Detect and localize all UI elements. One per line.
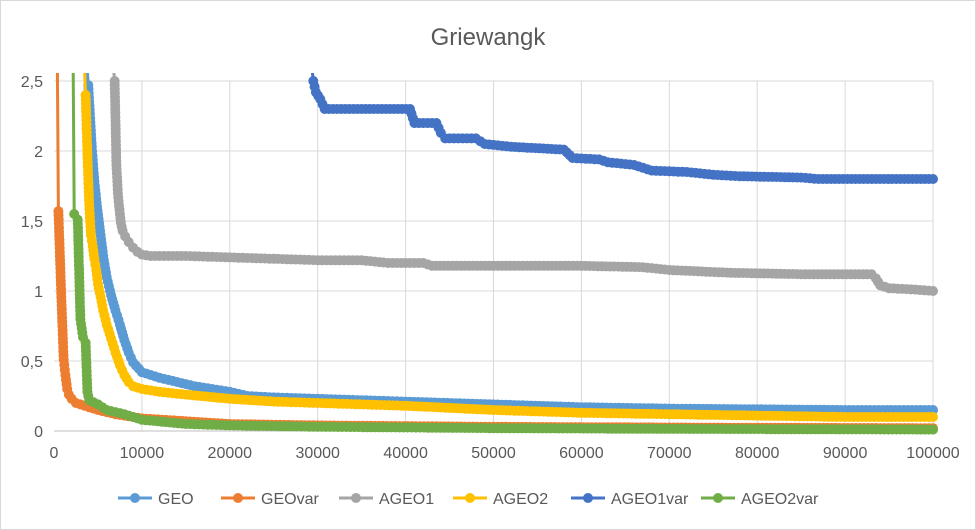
x-tick-label: 60000: [559, 445, 604, 462]
legend-item-ageo1: AGEO1: [339, 491, 434, 508]
legend-item-geo: GEO: [118, 491, 194, 508]
series-ageo1var: [308, 73, 938, 184]
x-tick-label: 70000: [647, 445, 692, 462]
data-point-ageo2var: [928, 424, 938, 435]
chart-title: Griewangk: [431, 24, 547, 51]
x-tick-label: 40000: [383, 445, 428, 462]
x-tick-label: 80000: [735, 445, 780, 462]
series-line-ageo2: [83, 73, 933, 419]
legend-marker: [351, 493, 361, 503]
x-tick-label: 90000: [823, 445, 868, 462]
series-ageo2var: [69, 73, 938, 435]
y-tick-label: 0: [34, 424, 43, 441]
x-tick-label: 10000: [120, 445, 165, 462]
legend-label: AGEO2: [493, 491, 548, 508]
legend-label: AGEO2var: [741, 491, 819, 508]
legend-label: AGEO1: [379, 491, 434, 508]
y-tick-label: 1: [34, 284, 43, 301]
series-geo: [83, 73, 938, 415]
data-point-ageo1var: [928, 174, 938, 184]
series-line-ageo2var: [71, 73, 934, 432]
y-tick-label: 0,5: [21, 354, 43, 371]
x-tick-label: 100000: [906, 445, 959, 462]
series-ageo1: [109, 73, 938, 296]
legend-item-ageo2: AGEO2: [453, 491, 548, 508]
x-tick-label: 30000: [295, 445, 340, 462]
legend-marker: [233, 493, 243, 503]
y-tick-label: 2: [34, 144, 43, 161]
data-point-ageo1: [928, 286, 938, 296]
legend-marker: [465, 493, 475, 503]
y-tick-label: 2,5: [21, 74, 43, 91]
x-tick-label: 0: [50, 445, 59, 462]
x-tick-label: 20000: [208, 445, 253, 462]
series-line-geo: [85, 73, 933, 412]
series-ageo2: [80, 73, 938, 422]
legend-marker: [130, 493, 140, 503]
y-tick-label: 1,5: [21, 214, 43, 231]
legend-label: AGEO1var: [611, 491, 689, 508]
data-point-ageo2: [928, 412, 938, 422]
x-tick-label: 50000: [471, 445, 516, 462]
legend-item-geovar: GEOvar: [221, 491, 319, 508]
legend-marker: [583, 493, 593, 503]
legend: GEO GEOvar AGEO1 AGEO2 AGEO1var AGEO2var: [118, 491, 819, 508]
series-line-geovar: [55, 73, 934, 430]
legend-item-ageo2var: AGEO2var: [701, 491, 819, 508]
series-lines: [53, 73, 938, 435]
legend-item-ageo1var: AGEO1var: [571, 491, 689, 508]
legend-label: GEOvar: [261, 491, 319, 508]
gridlines: [54, 80, 934, 431]
legend-marker: [713, 493, 723, 503]
legend-label: GEO: [158, 491, 194, 508]
